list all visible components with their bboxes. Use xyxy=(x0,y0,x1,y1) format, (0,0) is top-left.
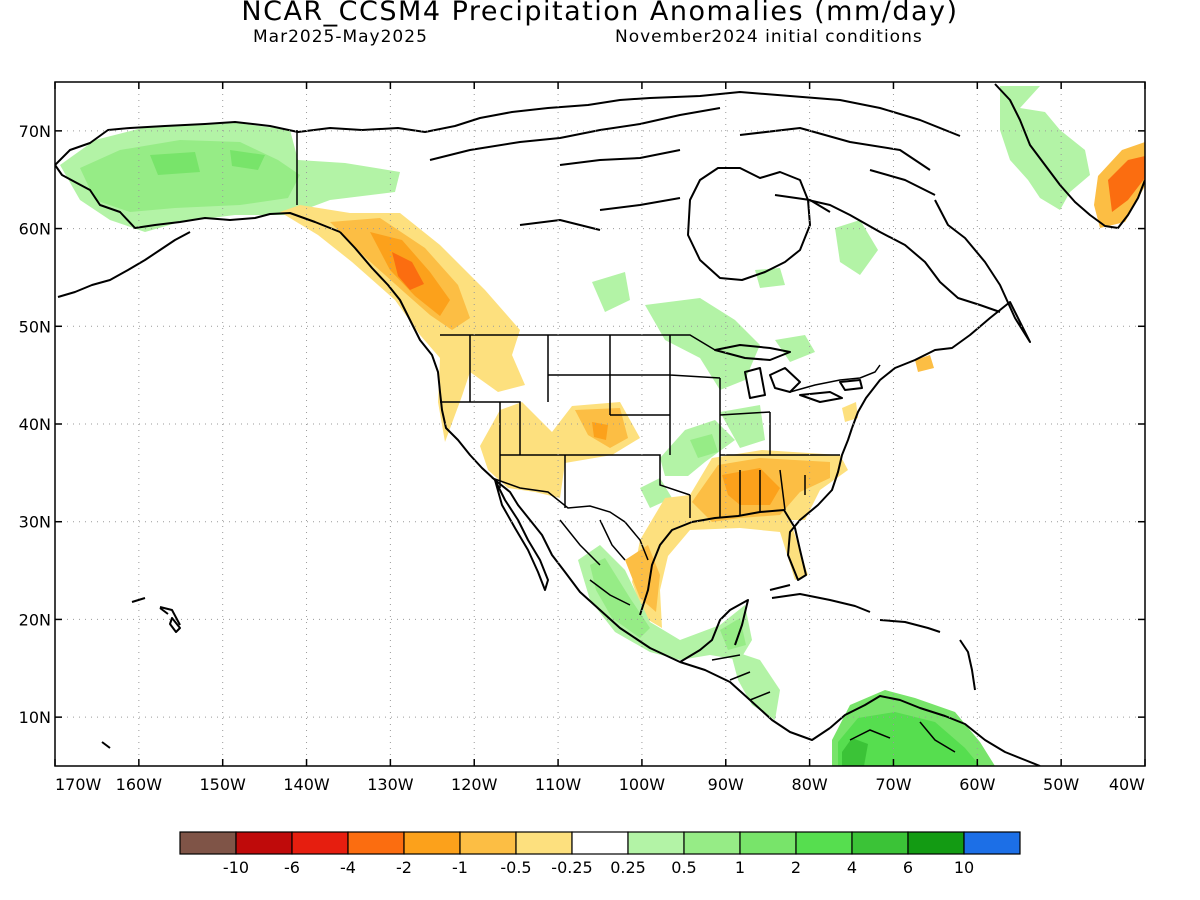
longitude-label: 170W xyxy=(55,775,102,794)
longitude-label: 150W xyxy=(200,775,247,794)
legend-label: 4 xyxy=(847,858,857,877)
yucatan-coastline xyxy=(679,599,749,663)
south-america-coastline xyxy=(829,695,1041,766)
forecast-period: Mar2025-May2025 xyxy=(253,27,428,47)
legend-label: 1 xyxy=(735,858,745,877)
color-legend-labels: -10 -6 -4 -2 -1 -0.5 -0.25 0.25 0.5 1 2 4 6 10 xyxy=(223,858,974,877)
legend-label: 0.25 xyxy=(610,858,646,877)
legend-swatch xyxy=(403,831,461,855)
alaska-coastline xyxy=(55,91,961,166)
longitude-label: 110W xyxy=(535,775,582,794)
south-america-wet-region xyxy=(832,690,995,766)
latitude-label: 70N xyxy=(19,122,51,141)
latitude-label: 50N xyxy=(19,317,51,336)
political-boundaries xyxy=(296,130,956,753)
legend-label: 10 xyxy=(954,858,974,877)
longitude-label: 80W xyxy=(792,775,828,794)
longitude-label: 70W xyxy=(875,775,911,794)
legend-swatch xyxy=(739,831,797,855)
legend-swatch xyxy=(459,831,517,855)
alaska-west-coast xyxy=(55,164,341,233)
longitude-labels: 170W 160W 150W 140W 130W 120W 110W 100W 90W 80W 70… xyxy=(55,775,1145,794)
central-america-borders xyxy=(711,654,771,701)
longitude-label: 140W xyxy=(283,775,330,794)
us-state-borders xyxy=(440,335,840,518)
legend-swatch xyxy=(851,831,909,855)
longitude-label: 50W xyxy=(1043,775,1079,794)
legend-swatch xyxy=(683,831,741,855)
latitude-label: 20N xyxy=(19,610,51,629)
longitude-label: 100W xyxy=(619,775,666,794)
canada-wet-patches xyxy=(592,220,878,390)
alaska-wet-region xyxy=(60,122,400,232)
legend-swatch xyxy=(235,831,293,855)
legend-label: -10 xyxy=(223,858,249,877)
hawaii-islands xyxy=(159,607,181,633)
legend-swatch xyxy=(347,831,405,855)
pacific-coastline xyxy=(339,231,831,741)
baja-california xyxy=(494,479,549,591)
map-title: NCAR_CCSM4 Precipitation Anomalies (mm/d… xyxy=(241,0,959,27)
latitude-label: 30N xyxy=(19,513,51,532)
legend-label: 6 xyxy=(903,858,913,877)
legend-label: -0.5 xyxy=(500,858,531,877)
longitude-label: 60W xyxy=(959,775,995,794)
mexico-state-borders xyxy=(559,519,631,606)
legend-swatch xyxy=(907,831,965,855)
legend-swatch xyxy=(627,831,685,855)
latitude-label: 10N xyxy=(19,708,51,727)
arctic-archipelago xyxy=(429,107,936,231)
greenland-coastline xyxy=(994,83,1145,229)
southeast-dry-region xyxy=(625,355,934,628)
initial-conditions-label: November2024 initial conditions xyxy=(615,27,923,47)
coastlines xyxy=(55,83,1145,766)
south-america-borders xyxy=(849,721,956,753)
legend-label: 2 xyxy=(791,858,801,877)
legend-swatch xyxy=(795,831,853,855)
caribbean-islands xyxy=(769,584,976,691)
us-mexico-border xyxy=(491,477,649,561)
legend-swatch xyxy=(291,831,349,855)
hudson-bay-coastline xyxy=(687,167,811,281)
latitude-label: 60N xyxy=(19,220,51,239)
latitude-labels: 70N 60N 50N 40N 30N 20N 10N xyxy=(19,122,51,727)
color-legend xyxy=(179,831,1021,855)
great-lakes xyxy=(714,344,863,403)
labrador-quebec-coastline xyxy=(807,199,1001,313)
legend-swatch xyxy=(179,831,237,855)
longitude-label: 40W xyxy=(1109,775,1145,794)
longitude-label: 90W xyxy=(708,775,744,794)
pacific-northwest-dry-region xyxy=(280,205,525,442)
mexico-central-america-wet-region xyxy=(578,545,780,720)
legend-swatch xyxy=(963,831,1021,855)
longitude-label: 130W xyxy=(367,775,414,794)
legend-swatch xyxy=(571,831,629,855)
legend-label: -2 xyxy=(396,858,412,877)
legend-label: -4 xyxy=(340,858,356,877)
gulf-coast xyxy=(639,427,853,616)
grid-lines xyxy=(55,82,1145,766)
axis-ticks xyxy=(54,82,1146,766)
aleutian-islands xyxy=(57,231,191,749)
us-canada-border xyxy=(440,334,881,393)
legend-label: -1 xyxy=(452,858,468,877)
longitude-label: 120W xyxy=(451,775,498,794)
legend-label: 0.5 xyxy=(671,858,696,877)
legend-label: -6 xyxy=(284,858,300,877)
longitude-label: 160W xyxy=(116,775,163,794)
legend-label: -0.25 xyxy=(551,858,592,877)
legend-swatch xyxy=(515,831,573,855)
ohio-valley-wet-region xyxy=(640,405,765,508)
latitude-label: 40N xyxy=(19,415,51,434)
